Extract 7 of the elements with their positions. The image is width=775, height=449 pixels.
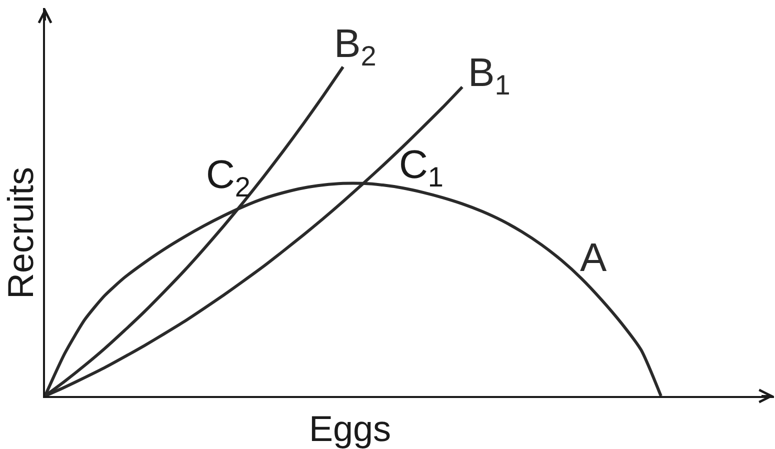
y-axis-title: Recruits (0, 167, 41, 300)
series-label: B$_{1}$ (468, 51, 510, 100)
x-axis-title: Eggs (309, 408, 392, 449)
series-label: B$_{2}$ (334, 22, 376, 72)
annotation: C$_{2}$ (206, 153, 250, 202)
series-label: A (580, 236, 607, 280)
annotation: C$_{1}$ (399, 143, 444, 192)
